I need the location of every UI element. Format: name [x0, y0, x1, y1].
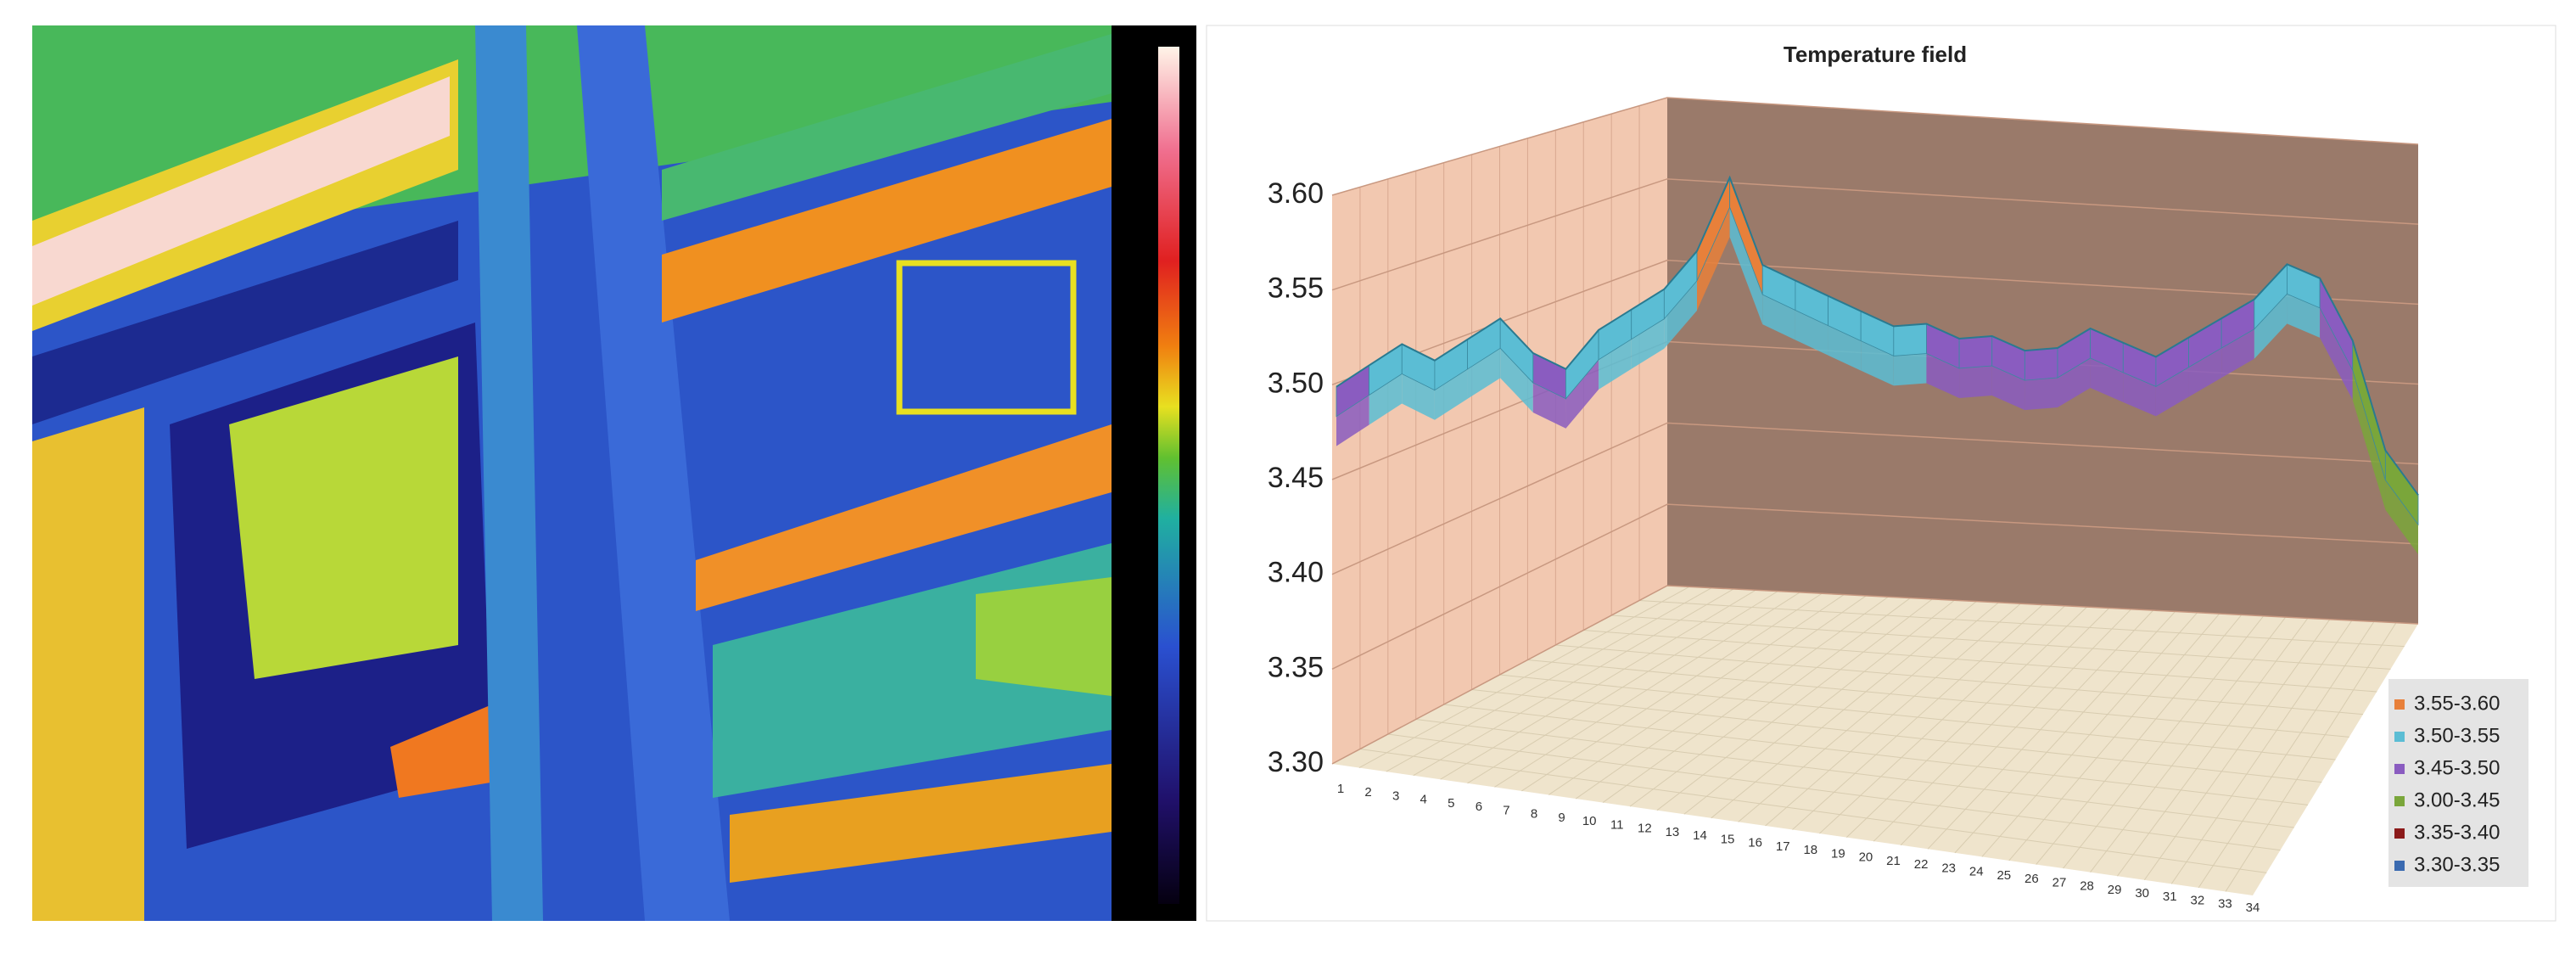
- x-tick-label: 16: [1748, 836, 1762, 850]
- x-tick-label: 7: [1503, 803, 1509, 817]
- floor: [1332, 586, 2418, 895]
- legend-label: 3.55-3.60: [2414, 692, 2500, 715]
- x-tick-label: 14: [1693, 828, 1707, 843]
- thermal-image: [32, 25, 1112, 921]
- z-tick-label: 3.45: [1268, 462, 1324, 494]
- surface-face: [2024, 347, 2058, 381]
- legend-swatch: [2394, 796, 2405, 806]
- x-tick-label: 8: [1531, 807, 1537, 822]
- floor-grid-line: [1387, 733, 2281, 851]
- legend-label: 3.50-3.55: [2414, 724, 2500, 747]
- x-tick-label: 23: [1941, 861, 1956, 875]
- floor-grid-line: [1359, 749, 2267, 873]
- floor-grid-line: [1443, 704, 2309, 805]
- grid-line: [1331, 422, 2419, 575]
- colorbar-frame: [1112, 25, 1196, 921]
- x-tick-label: 19: [1831, 846, 1845, 861]
- legend-label: 3.30-3.35: [2414, 853, 2500, 876]
- grid-line: [1331, 259, 2419, 386]
- x-tick-label: 21: [1886, 854, 1901, 868]
- z-tick-label: 3.40: [1268, 557, 1324, 589]
- x-tick-label: 26: [2024, 872, 2039, 886]
- x-tick-label: 34: [2246, 901, 2260, 915]
- surface-face: [1893, 323, 1927, 356]
- x-tick-label: 11: [1610, 817, 1624, 832]
- x-tick-label: 32: [2191, 893, 2205, 907]
- legend-box: [2388, 679, 2528, 887]
- x-tick-label: 4: [1420, 793, 1427, 807]
- grid-line: [1331, 178, 2419, 291]
- legend-swatch: [2394, 828, 2405, 839]
- legend-swatch: [2394, 861, 2405, 871]
- grid-line: [1331, 585, 2419, 765]
- legend-label: 3.45-3.50: [2414, 756, 2500, 779]
- x-tick-label: 17: [1776, 839, 1790, 854]
- x-tick-label: 24: [1969, 865, 1984, 879]
- z-tick-label: 3.55: [1268, 272, 1324, 305]
- z-tick-label: 3.50: [1268, 367, 1324, 399]
- z-tick-label: 3.35: [1268, 651, 1324, 683]
- legend-swatch: [2394, 764, 2405, 774]
- x-tick-label: 3: [1392, 788, 1399, 803]
- x-tick-label: 33: [2218, 897, 2232, 912]
- surface-face: [1958, 335, 1993, 369]
- grid-line: [1331, 97, 2419, 196]
- legend-swatch: [2394, 699, 2405, 710]
- floor-grid-line: [1583, 630, 2377, 693]
- floor-grid-line: [1471, 689, 2322, 783]
- chart-title: Temperature field: [1784, 42, 1967, 67]
- x-tick-label: 20: [1859, 850, 1873, 865]
- grid-line: [1331, 503, 2419, 671]
- x-tick-label: 12: [1638, 822, 1652, 836]
- legend-label: 3.00-3.45: [2414, 788, 2500, 811]
- x-tick-label: 1: [1337, 782, 1344, 796]
- floor-grid-line: [1555, 644, 2364, 716]
- surface-ridge: [1336, 175, 2419, 496]
- x-tick-label: 18: [1803, 843, 1817, 857]
- legend-label: 3.35-3.40: [2414, 821, 2500, 844]
- x-tick-label: 28: [2080, 879, 2094, 894]
- x-tick-label: 9: [1558, 811, 1565, 825]
- legend-swatch: [2394, 732, 2405, 742]
- floor-grid-line: [1527, 659, 2349, 738]
- floor-grid-line: [1611, 614, 2391, 670]
- x-tick-label: 25: [1996, 868, 2011, 883]
- x-tick-label: 5: [1448, 796, 1454, 811]
- floor-grid-line: [1639, 600, 2405, 648]
- z-tick-label: 3.60: [1268, 177, 1324, 210]
- x-tick-label: 31: [2163, 889, 2177, 904]
- x-tick-label: 27: [2052, 875, 2067, 889]
- colorbar: [1158, 47, 1179, 904]
- x-tick-label: 13: [1666, 825, 1680, 839]
- floor-grid-line: [1499, 674, 2336, 760]
- z-tick-label: 3.30: [1268, 746, 1324, 778]
- x-tick-label: 15: [1721, 832, 1735, 846]
- x-tick-label: 22: [1914, 857, 1929, 872]
- x-tick-label: 6: [1476, 800, 1482, 814]
- x-tick-label: 30: [2135, 886, 2149, 901]
- x-tick-label: 29: [2108, 883, 2122, 897]
- x-tick-label: 10: [1582, 814, 1597, 828]
- floor-grid-line: [1415, 719, 2294, 828]
- x-tick-label: 2: [1364, 785, 1371, 800]
